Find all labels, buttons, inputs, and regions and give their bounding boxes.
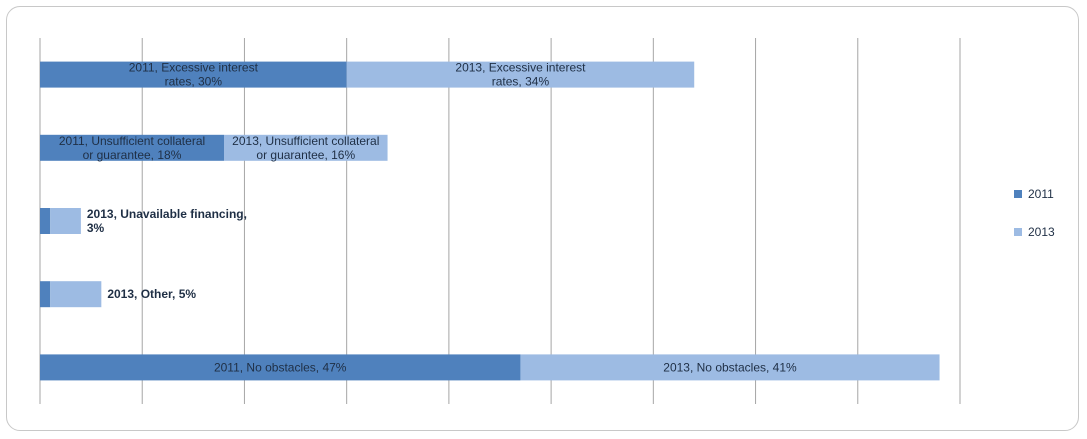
bar-2013-1 <box>224 134 388 161</box>
bar-2013-0 <box>346 61 695 88</box>
legend-label-2011: 2011 <box>1028 187 1054 201</box>
data-label-2013-3: 2013, Other, 5% <box>107 287 196 301</box>
data-label-2011-0: 2011, Excessive interest rates, 30% <box>129 61 259 89</box>
data-label-2013-1: 2013, Unsufficient collateral or guarante… <box>232 134 379 162</box>
bar-2013-4 <box>520 354 940 381</box>
legend-label-2013: 2013 <box>1028 225 1055 239</box>
data-label-2013-2: 2013, Unavailable financing, 3% <box>87 207 247 235</box>
bar-2011-4 <box>40 354 521 381</box>
legend-swatch-2013 <box>1014 228 1022 236</box>
bar-2011-0 <box>40 61 347 88</box>
bar-2011-1 <box>40 134 224 161</box>
legend-swatch-2011 <box>1014 190 1022 198</box>
data-label-2013-4: 2013, No obstacles, 41% <box>663 360 797 374</box>
data-label-2011-4: 2011, No obstacles, 47% <box>214 360 347 374</box>
data-labels: 2011, Excessive interest rates, 30% 2013, … <box>59 61 797 375</box>
bar-2011-2 <box>40 208 51 234</box>
data-label-2013-0: 2013, Excessive interest rates, 34% <box>455 61 586 89</box>
data-label-2011-1: 2011, Unsufficient collateral or guarante… <box>59 134 205 162</box>
bars <box>40 61 940 381</box>
bar-2013-2 <box>50 208 81 234</box>
bar-2011-3 <box>40 281 51 308</box>
legend: 2011 2013 <box>1014 187 1055 239</box>
gridlines <box>39 38 961 404</box>
bar-2013-3 <box>50 281 102 308</box>
